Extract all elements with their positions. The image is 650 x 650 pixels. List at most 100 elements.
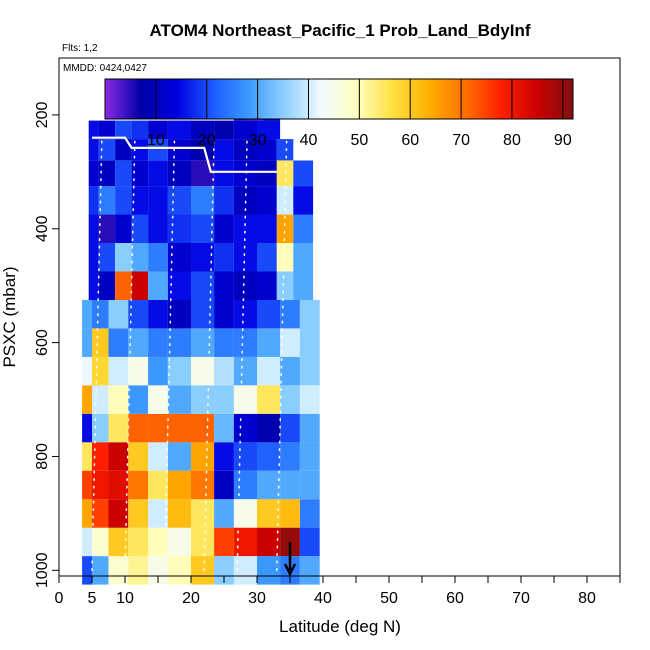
heatmap-cell: [233, 271, 257, 300]
x-axis-label: Latitude (deg N): [279, 617, 401, 636]
heatmap-cell: [191, 139, 215, 161]
heatmap-cell: [257, 186, 277, 215]
heatmap-cell: [148, 470, 168, 500]
heatmap-cell: [299, 328, 320, 357]
heatmap-cell: [108, 556, 129, 585]
heatmap-cell: [257, 527, 281, 557]
heatmap-cell: [299, 442, 320, 471]
heatmap-cell: [131, 186, 149, 215]
heatmap-cell: [214, 328, 234, 357]
y-tick-label: 200: [34, 101, 51, 128]
heatmap-cell: [148, 356, 168, 386]
heatmap-cell: [88, 186, 99, 215]
heatmap-cell: [167, 527, 191, 557]
arrow-head: [283, 563, 297, 577]
heatmap-cell: [92, 470, 109, 500]
heatmap-cell: [191, 299, 215, 329]
heatmap-cell: [276, 160, 294, 187]
heatmap-cell: [148, 385, 168, 414]
heatmap-cell: [92, 356, 109, 386]
heatmap-cell: [299, 527, 320, 557]
heatmap-cell: [108, 442, 129, 471]
heatmap-cell: [108, 385, 129, 414]
heatmap-cell: [257, 442, 281, 471]
heatmap-cell: [82, 470, 92, 500]
heatmap-cell: [92, 328, 109, 357]
heatmap-cell: [108, 356, 129, 386]
heatmap-cell: [299, 299, 320, 329]
heatmap-cell: [233, 139, 257, 161]
heatmap-cell: [82, 299, 92, 329]
heatmap-cell: [299, 499, 320, 528]
heatmap-cell: [128, 442, 149, 471]
heatmap-cell: [191, 470, 215, 500]
heatmap-cell: [82, 499, 92, 528]
heatmap-cell: [82, 527, 92, 557]
heatmap-cell: [148, 499, 168, 528]
heatmap-cell: [128, 328, 149, 357]
heatmap-cell: [214, 556, 234, 585]
heatmap-cell: [167, 470, 191, 500]
heatmap-cell: [82, 556, 92, 585]
heatmap-cell: [92, 527, 109, 557]
heatmap-cell: [257, 299, 281, 329]
heatmap-cell: [191, 356, 215, 386]
x-tick-label: 0: [55, 590, 64, 607]
profile-dotted-line: [203, 136, 215, 572]
heatmap-cell: [98, 271, 116, 300]
heatmap-cell: [293, 160, 314, 187]
heatmap-cell: [108, 299, 129, 329]
heatmap-cell: [257, 139, 277, 161]
heatmap-cell: [82, 385, 92, 414]
heatmap-cell: [214, 139, 234, 161]
profile-dotted-line: [163, 136, 176, 572]
heatmap-cell: [115, 243, 132, 272]
heatmap-cell: [214, 499, 234, 528]
y-tick-label: 600: [34, 329, 51, 356]
heatmap-cell: [131, 139, 149, 161]
heatmap-cell: [257, 385, 281, 414]
heatmap-cell: [280, 499, 300, 528]
heatmap-cell: [88, 120, 99, 140]
heatmap-cell: [115, 139, 132, 161]
heatmap-cell: [214, 120, 234, 140]
profile-dotted-line: [276, 136, 288, 572]
heatmap-cell: [92, 385, 109, 414]
heatmap-cell: [293, 243, 314, 272]
heatmap-cell: [214, 356, 234, 386]
x-tick-label: 30: [248, 590, 266, 607]
y-tick-label: 800: [34, 443, 51, 470]
heatmap-cell: [257, 356, 281, 386]
heatmap-cell: [98, 243, 116, 272]
heatmap-cell: [233, 356, 257, 386]
x-axis: 0 5 10 20 30 40 50 60 70 80: [55, 576, 621, 607]
x-tick-label: 60: [446, 590, 464, 607]
flights-annotation: Flts: 1,2: [62, 43, 98, 54]
heatmap-cell: [276, 271, 294, 300]
heatmap-cell: [167, 499, 191, 528]
arrow-marker: [283, 541, 297, 577]
heatmap-cell: [233, 385, 257, 414]
heatmap-cell: [214, 299, 234, 329]
heatmap-cell: [191, 385, 215, 414]
heatmap-cell: [214, 470, 234, 500]
colorbar-tick-label: 20: [198, 132, 216, 149]
heatmap-cell: [167, 139, 191, 161]
heatmap-cell: [128, 556, 149, 585]
heatmap-cell: [191, 186, 215, 215]
heatmap-cell: [233, 120, 257, 140]
heatmap-cell: [280, 442, 300, 471]
heatmap-cell: [280, 356, 300, 386]
heatmap-cell: [191, 243, 215, 272]
heatmap-cell: [293, 186, 314, 215]
heatmap-cell: [280, 299, 300, 329]
heatmap-cell: [280, 328, 300, 357]
heatmap-cell: [191, 413, 215, 443]
heatmap-cell: [280, 556, 300, 585]
heatmap-cell: [233, 214, 257, 243]
heatmap-cell: [257, 499, 281, 528]
heatmap-cell: [98, 160, 116, 187]
heatmap-cell: [233, 299, 257, 329]
heatmap-cell: [191, 214, 215, 243]
heatmap-cell: [167, 556, 191, 585]
